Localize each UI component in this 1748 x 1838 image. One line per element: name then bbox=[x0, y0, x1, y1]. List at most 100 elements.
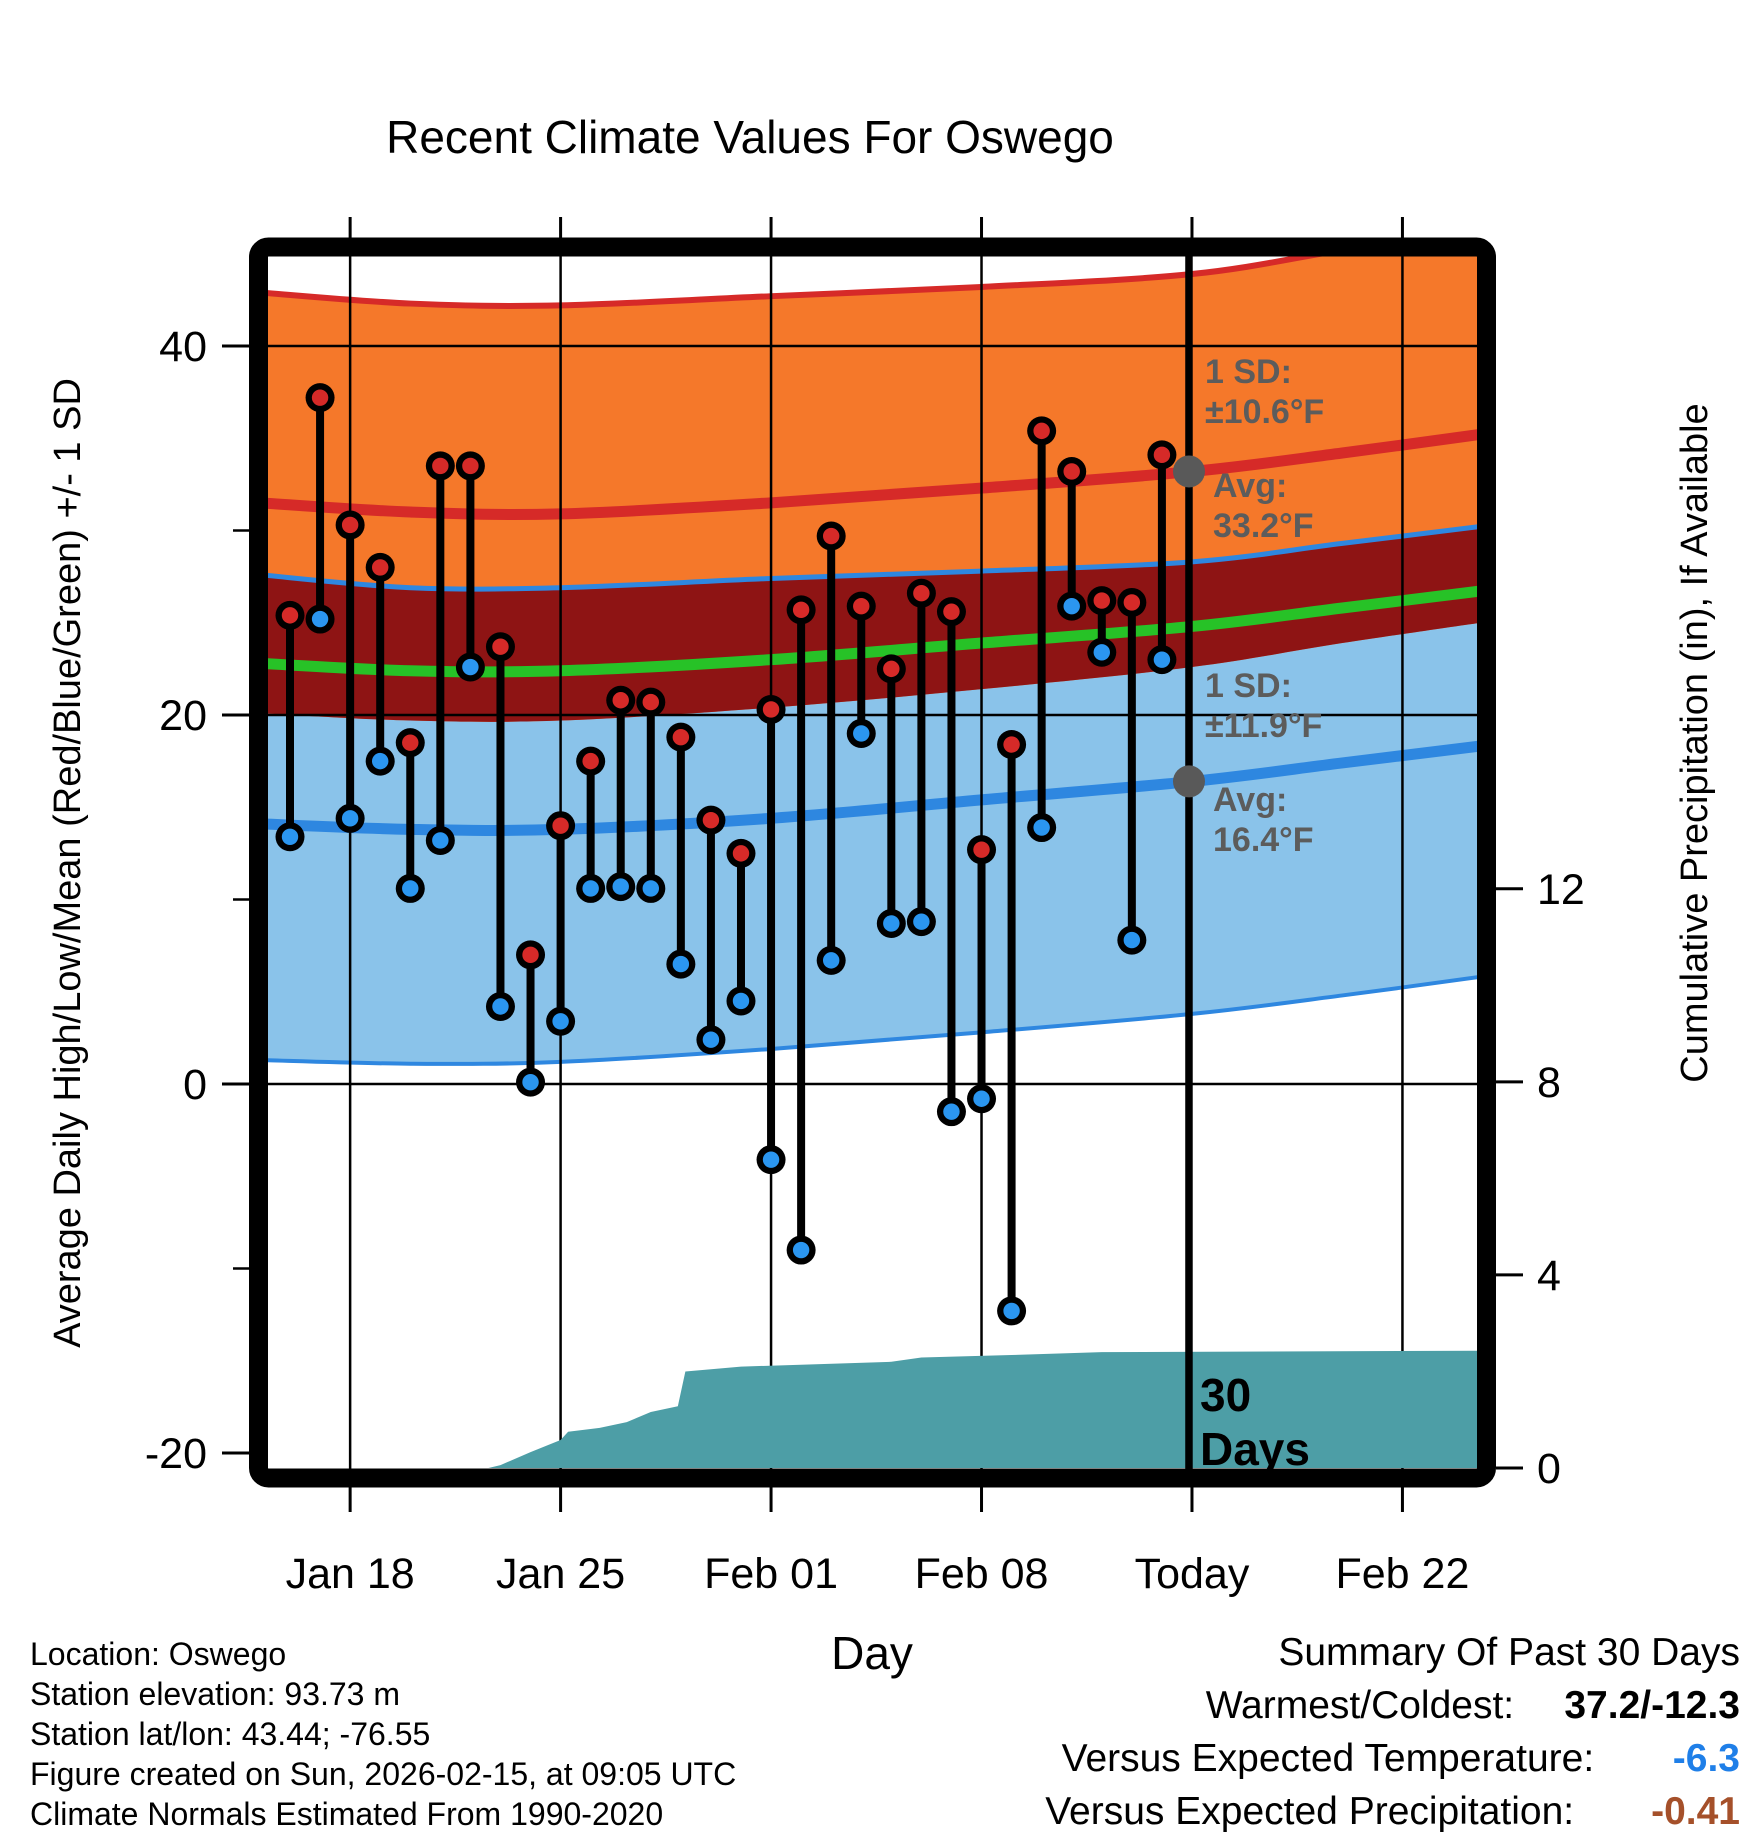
annotation-high-sd-line2: ±10.6°F bbox=[1205, 393, 1325, 431]
annotation-low-avg-line1: Avg: bbox=[1213, 781, 1288, 819]
stem-jan-26 bbox=[576, 746, 606, 903]
high-dot bbox=[311, 389, 329, 406]
stem-feb-10 bbox=[1027, 416, 1057, 843]
annotation-low-sd: 1 SD: ±11.9°F bbox=[1205, 666, 1322, 746]
high-dot bbox=[732, 845, 750, 862]
stem-feb-08 bbox=[967, 835, 997, 1114]
low-dot bbox=[552, 1013, 569, 1030]
low-dot bbox=[913, 913, 930, 930]
stem-jan-19 bbox=[365, 552, 395, 776]
stem-jan-22 bbox=[455, 451, 485, 682]
stem-jan-23 bbox=[485, 632, 515, 1022]
summary-vs-temperature-label: Versus Expected Temperature: bbox=[1061, 1737, 1595, 1780]
high-dot bbox=[943, 603, 960, 620]
high-dot bbox=[973, 841, 990, 858]
stem-feb-09 bbox=[997, 730, 1027, 1326]
summary-warmest-coldest-value: 37.2/-12.3 bbox=[1564, 1684, 1740, 1727]
y-axis-left-label: Average Daily High/Low/Mean (Red/Blue/Gr… bbox=[47, 378, 89, 1348]
low-dot bbox=[1003, 1302, 1020, 1320]
x-tick-label: Jan 18 bbox=[286, 1550, 415, 1598]
high-dot bbox=[1153, 446, 1171, 464]
low-dot bbox=[612, 878, 629, 895]
high-dot bbox=[402, 734, 419, 751]
annotation-high-sd: 1 SD: ±10.6°F bbox=[1205, 352, 1324, 432]
low-dot bbox=[462, 658, 479, 676]
stem-feb-05 bbox=[876, 654, 906, 938]
y-left-tick-label: 20 bbox=[159, 692, 207, 740]
annotation-low-sd-line1: 1 SD: bbox=[1205, 667, 1292, 705]
low-dot bbox=[1033, 819, 1050, 836]
station-elevation: Station elevation: 93.73 m bbox=[30, 1676, 401, 1712]
low-dot bbox=[943, 1103, 960, 1120]
stem-feb-11 bbox=[1057, 456, 1087, 621]
low-dot bbox=[582, 880, 599, 897]
low-dot bbox=[642, 880, 659, 897]
annotation-high-avg: Avg: 33.2°F bbox=[1213, 466, 1314, 546]
x-tick-label: Jan 25 bbox=[496, 1550, 625, 1598]
y-axis-right-label: Cumulative Precipitation (in), If Availa… bbox=[1674, 403, 1716, 1083]
low-dot bbox=[732, 992, 750, 1010]
low-dot bbox=[853, 725, 870, 742]
cumulative-precip-area bbox=[488, 1350, 1477, 1468]
annotation-period-line2: Days bbox=[1200, 1423, 1310, 1475]
summary-vs-precipitation: Versus Expected Precipitation: -0.41 bbox=[840, 1785, 1740, 1838]
stem-feb-07 bbox=[936, 597, 966, 1127]
stem-jan-30 bbox=[696, 805, 726, 1055]
normals-source: Climate Normals Estimated From 1990-2020 bbox=[30, 1796, 664, 1832]
high-dot bbox=[702, 811, 720, 829]
stem-jan-21 bbox=[425, 451, 455, 855]
high-dot bbox=[672, 728, 690, 746]
low-dot bbox=[341, 810, 359, 827]
summary-vs-temperature: Versus Expected Temperature: -6.3 bbox=[840, 1732, 1740, 1785]
high-dot bbox=[1033, 422, 1050, 440]
high-dot bbox=[822, 527, 840, 545]
stem-feb-06 bbox=[906, 578, 936, 937]
stem-jan-27 bbox=[606, 685, 636, 902]
high-dot bbox=[1063, 463, 1080, 480]
stem-feb-01 bbox=[756, 694, 786, 1175]
low-dot bbox=[402, 880, 419, 897]
stem-jan-17 bbox=[305, 383, 335, 634]
low-dot bbox=[1153, 651, 1171, 668]
high-dot bbox=[642, 693, 659, 711]
stem-jan-28 bbox=[636, 687, 666, 903]
stem-feb-04 bbox=[846, 591, 876, 748]
low-dot bbox=[973, 1090, 990, 1107]
annotation-high-sd-line1: 1 SD: bbox=[1205, 353, 1292, 391]
annotation-low-sd-line2: ±11.9°F bbox=[1205, 707, 1323, 745]
station-location: Location: Oswego bbox=[30, 1636, 287, 1672]
high-dot bbox=[762, 701, 780, 718]
high-dot bbox=[371, 559, 389, 576]
summary-vs-temperature-value: -6.3 bbox=[1672, 1737, 1740, 1780]
stem-jan-16 bbox=[275, 600, 305, 852]
stem-jan-29 bbox=[666, 722, 696, 979]
y-left-tick-label: -20 bbox=[145, 1430, 207, 1478]
low-dot bbox=[672, 955, 690, 973]
summary-block: Summary Of Past 30 Days Warmest/Coldest:… bbox=[840, 1626, 1740, 1838]
figure-created: Figure created on Sun, 2026-02-15, at 09… bbox=[30, 1756, 737, 1792]
x-tick-label: Today bbox=[1135, 1550, 1250, 1598]
today-avg-low-marker bbox=[1172, 765, 1205, 798]
stem-feb-13 bbox=[1117, 587, 1147, 955]
high-dot bbox=[552, 817, 569, 834]
annotation-period-line1: 30 bbox=[1200, 1369, 1252, 1421]
y-right-tick-label: 0 bbox=[1537, 1445, 1561, 1493]
low-dot bbox=[371, 752, 389, 770]
x-axis-label: Day bbox=[831, 1627, 913, 1679]
low-dot bbox=[702, 1031, 720, 1048]
chart-title: Recent Climate Values For Oswego bbox=[386, 111, 1114, 163]
stem-feb-02 bbox=[786, 595, 816, 1265]
annotation-low-avg: Avg: 16.4°F bbox=[1213, 780, 1314, 860]
low-band-bottom-edge bbox=[268, 975, 1477, 1066]
low-dot bbox=[311, 610, 329, 628]
low-dot bbox=[1093, 644, 1110, 661]
stem-jan-25 bbox=[546, 811, 576, 1036]
high-dot bbox=[462, 457, 479, 475]
stem-jan-18 bbox=[335, 510, 365, 833]
summary-vs-precipitation-value: -0.41 bbox=[1651, 1790, 1740, 1833]
high-dot bbox=[492, 638, 509, 655]
high-dot bbox=[1003, 736, 1020, 753]
low-dot bbox=[492, 998, 509, 1015]
high-dot bbox=[432, 457, 449, 475]
